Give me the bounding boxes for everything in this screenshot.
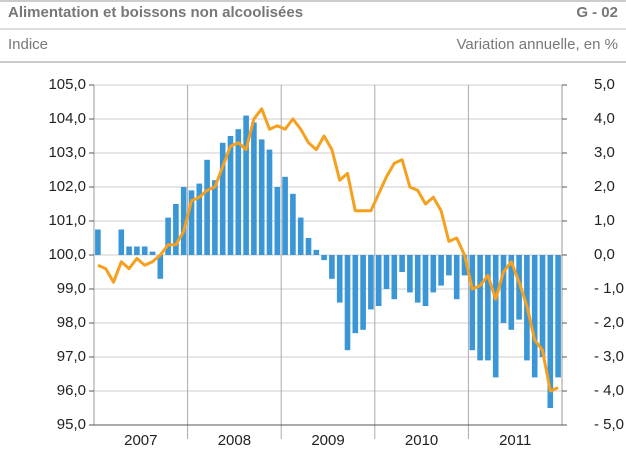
y2-axis-label: Variation annuelle, en % — [457, 36, 619, 53]
bar — [196, 183, 203, 255]
bar — [180, 187, 187, 255]
bar — [173, 204, 179, 255]
x-tick-label: 2007 — [124, 432, 157, 449]
bar — [438, 255, 444, 286]
bar — [126, 246, 132, 255]
y-axis-label: Indice — [8, 36, 48, 53]
bar — [165, 217, 171, 255]
bar — [290, 193, 296, 255]
y-tick-label: 104,0 — [48, 110, 86, 127]
x-tick-label: 2010 — [405, 432, 438, 449]
bar — [547, 255, 554, 408]
y2-tick-label: 2,0 — [594, 178, 615, 195]
bar — [399, 255, 405, 272]
bar — [212, 180, 218, 255]
bar — [555, 255, 561, 378]
line — [97, 107, 559, 393]
bar — [407, 255, 413, 293]
bar — [141, 246, 148, 255]
bar — [282, 176, 288, 255]
bar — [539, 255, 546, 357]
bar — [383, 255, 390, 289]
y2-tick-label: - 3,0 — [594, 348, 624, 365]
bar — [477, 255, 483, 361]
y-tick-label: 97,0 — [57, 348, 86, 365]
chart-code: G - 02 — [576, 4, 618, 21]
bar — [446, 255, 452, 276]
bar — [149, 251, 156, 255]
bar — [375, 255, 382, 306]
chart-title: Alimentation et boissons non alcoolisées — [8, 4, 303, 21]
bar — [422, 255, 429, 306]
bar — [118, 229, 125, 255]
bar — [204, 159, 210, 255]
bar — [485, 255, 491, 361]
bar — [516, 255, 522, 320]
bar — [368, 255, 374, 310]
bar — [461, 255, 468, 276]
y-tick-label: 105,0 — [48, 76, 86, 93]
y2-tick-label: - 1,0 — [594, 280, 624, 297]
bar — [313, 249, 320, 255]
y2-tick-label: - 5,0 — [594, 416, 624, 433]
bar — [414, 255, 421, 303]
bar — [266, 149, 273, 255]
bar — [336, 255, 343, 303]
bar — [531, 255, 538, 378]
bar — [352, 255, 359, 334]
bar — [360, 255, 366, 330]
bar — [344, 255, 351, 351]
y2-tick-label: - 4,0 — [594, 382, 624, 399]
y-tick-label: 101,0 — [48, 212, 86, 229]
y-tick-label: 100,0 — [48, 246, 86, 263]
x-tick-label: 2009 — [311, 432, 344, 449]
bar — [321, 255, 327, 261]
bar — [391, 255, 398, 300]
bar — [508, 255, 515, 330]
bar — [157, 255, 164, 279]
bar — [297, 217, 304, 255]
bar — [274, 187, 281, 255]
bar — [251, 122, 257, 256]
y-tick-label: 96,0 — [57, 382, 86, 399]
bar — [258, 139, 265, 255]
bar — [188, 190, 195, 255]
bar — [329, 255, 335, 279]
y2-tick-label: 5,0 — [594, 76, 615, 93]
bar — [243, 115, 249, 255]
bar — [453, 255, 460, 300]
bar — [219, 142, 226, 255]
y2-tick-label: 4,0 — [594, 110, 615, 127]
bar — [469, 255, 476, 351]
y2-tick-label: - 2,0 — [594, 314, 624, 331]
bar — [500, 255, 507, 323]
bar — [235, 129, 242, 255]
bar — [430, 255, 437, 293]
x-tick-label: 2011 — [499, 432, 531, 449]
y-tick-label: 95,0 — [57, 416, 86, 433]
bar — [95, 229, 101, 255]
y2-tick-label: 3,0 — [594, 144, 615, 161]
bar — [305, 238, 312, 255]
x-tick-label: 2008 — [218, 432, 251, 449]
bar — [134, 246, 140, 255]
y-tick-label: 103,0 — [48, 144, 86, 161]
bar — [492, 255, 499, 378]
y2-tick-label: 1,0 — [594, 212, 615, 229]
bar — [227, 136, 234, 255]
y-tick-label: 99,0 — [57, 280, 86, 297]
y-tick-label: 102,0 — [48, 178, 86, 195]
y2-tick-label: 0,0 — [594, 246, 615, 263]
y-tick-label: 98,0 — [57, 314, 86, 331]
